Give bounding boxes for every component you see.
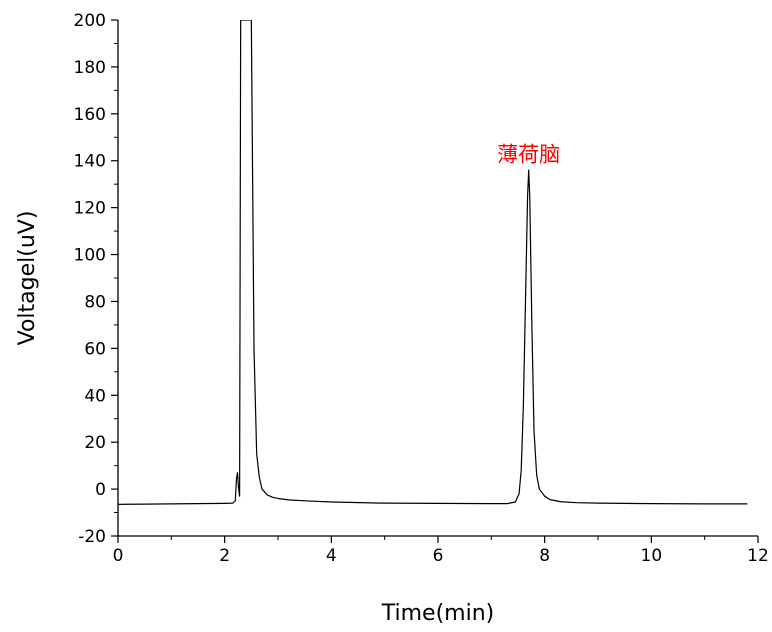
series-line-0	[118, 20, 748, 505]
y-tick-label: 100	[74, 246, 106, 266]
y-tick-label: 200	[74, 11, 106, 31]
y-axis-title: Voltagel(uV)	[15, 211, 40, 346]
x-tick-label: 8	[539, 546, 550, 566]
y-tick-label: 80	[84, 292, 106, 312]
x-tick-label: 12	[747, 546, 769, 566]
x-tick-label: 6	[433, 546, 444, 566]
y-tick-label: -20	[78, 527, 106, 547]
y-tick-label: 120	[74, 199, 106, 219]
x-tick-label: 10	[641, 546, 663, 566]
y-tick-label: 60	[84, 339, 106, 359]
y-tick-label: 140	[74, 152, 106, 172]
peak-annotation: 薄荷脑	[497, 143, 560, 167]
x-axis-title: Time(min)	[381, 601, 495, 626]
y-tick-label: 160	[74, 105, 106, 125]
axes-layer	[111, 19, 759, 543]
data-layer	[118, 20, 748, 505]
y-tick-label: 20	[84, 433, 106, 453]
x-tick-label: 4	[326, 546, 337, 566]
y-tick-label: 0	[95, 480, 106, 500]
x-tick-label: 0	[113, 546, 124, 566]
x-tick-label: 2	[219, 546, 230, 566]
y-tick-label: 180	[74, 58, 106, 78]
labels-layer: 0 2 4 6 8 10 12 -20 0 20 40 60 80 100 120 140 160 180 200 T…	[15, 11, 769, 626]
y-tick-label: 40	[84, 386, 106, 406]
